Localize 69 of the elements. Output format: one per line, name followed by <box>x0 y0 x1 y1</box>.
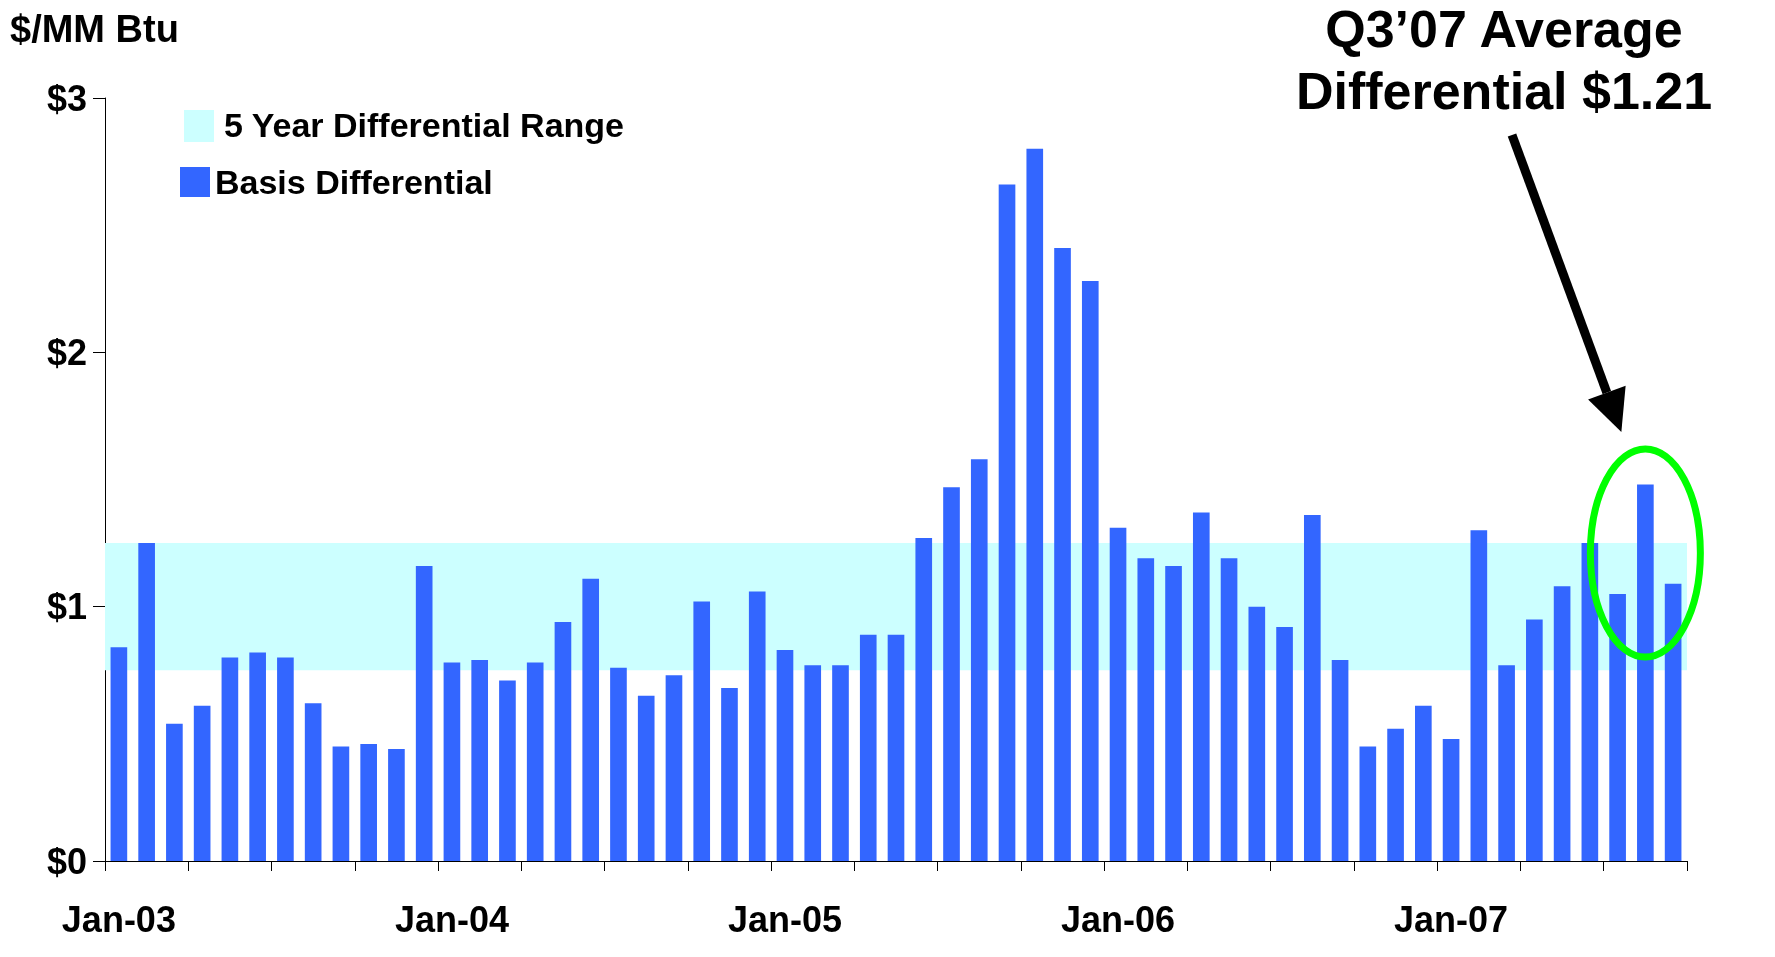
bar <box>499 680 516 861</box>
bar <box>193 705 211 861</box>
bar <box>998 184 1016 861</box>
bar <box>1192 512 1210 861</box>
bar <box>748 591 766 861</box>
annotation: Q3’07 Average Differential $1.21 <box>1294 0 1714 122</box>
bar <box>554 621 572 861</box>
bar <box>415 565 433 861</box>
bar <box>1359 746 1377 861</box>
bar <box>1220 558 1238 861</box>
bar <box>471 660 489 861</box>
bar <box>443 662 461 861</box>
y-tick-label: $2 <box>46 331 87 373</box>
bar <box>915 538 933 861</box>
bar <box>110 647 128 861</box>
x-tick-label: Jan-04 <box>394 898 509 940</box>
bar <box>1165 565 1182 861</box>
x-tick-label: Jan-03 <box>61 898 176 940</box>
bar <box>1470 530 1488 861</box>
bar <box>582 578 600 861</box>
bar <box>610 667 627 861</box>
bar <box>970 459 988 861</box>
bar <box>1137 558 1155 861</box>
legend-label: 5 Year Differential Range <box>224 106 624 145</box>
y-tick-label: $1 <box>46 586 87 628</box>
bar <box>1026 148 1044 861</box>
bar <box>1248 606 1266 861</box>
bar <box>1415 705 1432 861</box>
bar <box>277 657 294 861</box>
bar <box>1331 660 1349 861</box>
bar <box>1609 593 1626 861</box>
bar <box>304 703 322 861</box>
y-tick-label: $0 <box>46 840 87 882</box>
bar <box>1109 527 1127 861</box>
bar <box>1664 583 1682 861</box>
bar <box>832 665 849 861</box>
bar <box>1081 281 1099 861</box>
bar <box>721 688 738 861</box>
legend-label: Basis Differential <box>215 163 493 201</box>
bar <box>332 746 350 861</box>
bar <box>665 675 683 861</box>
bar <box>804 665 822 861</box>
bar <box>1553 586 1571 861</box>
bar <box>221 657 239 861</box>
bar <box>859 634 877 861</box>
bar <box>943 487 960 861</box>
bar <box>1526 619 1543 861</box>
bar <box>776 649 794 861</box>
bar <box>637 695 655 861</box>
bar <box>1498 665 1515 861</box>
bar <box>526 662 544 861</box>
bar <box>249 652 266 861</box>
bar <box>1442 738 1460 861</box>
bar <box>138 543 155 861</box>
bar <box>1637 484 1654 861</box>
x-tick-label: Jan-06 <box>1061 898 1176 940</box>
bar <box>1276 627 1293 861</box>
y-tick-label: $3 <box>46 77 87 119</box>
bar <box>166 723 183 861</box>
bar <box>1054 248 1071 861</box>
bar <box>388 749 405 861</box>
y-axis-title: $/MM Btu <box>10 8 179 51</box>
bar <box>1387 728 1404 861</box>
bar <box>360 744 377 861</box>
x-tick-label: Jan-07 <box>1394 898 1509 940</box>
bar <box>1303 515 1321 861</box>
bar <box>887 634 905 861</box>
x-tick-label: Jan-05 <box>727 898 843 940</box>
bar <box>693 601 711 861</box>
